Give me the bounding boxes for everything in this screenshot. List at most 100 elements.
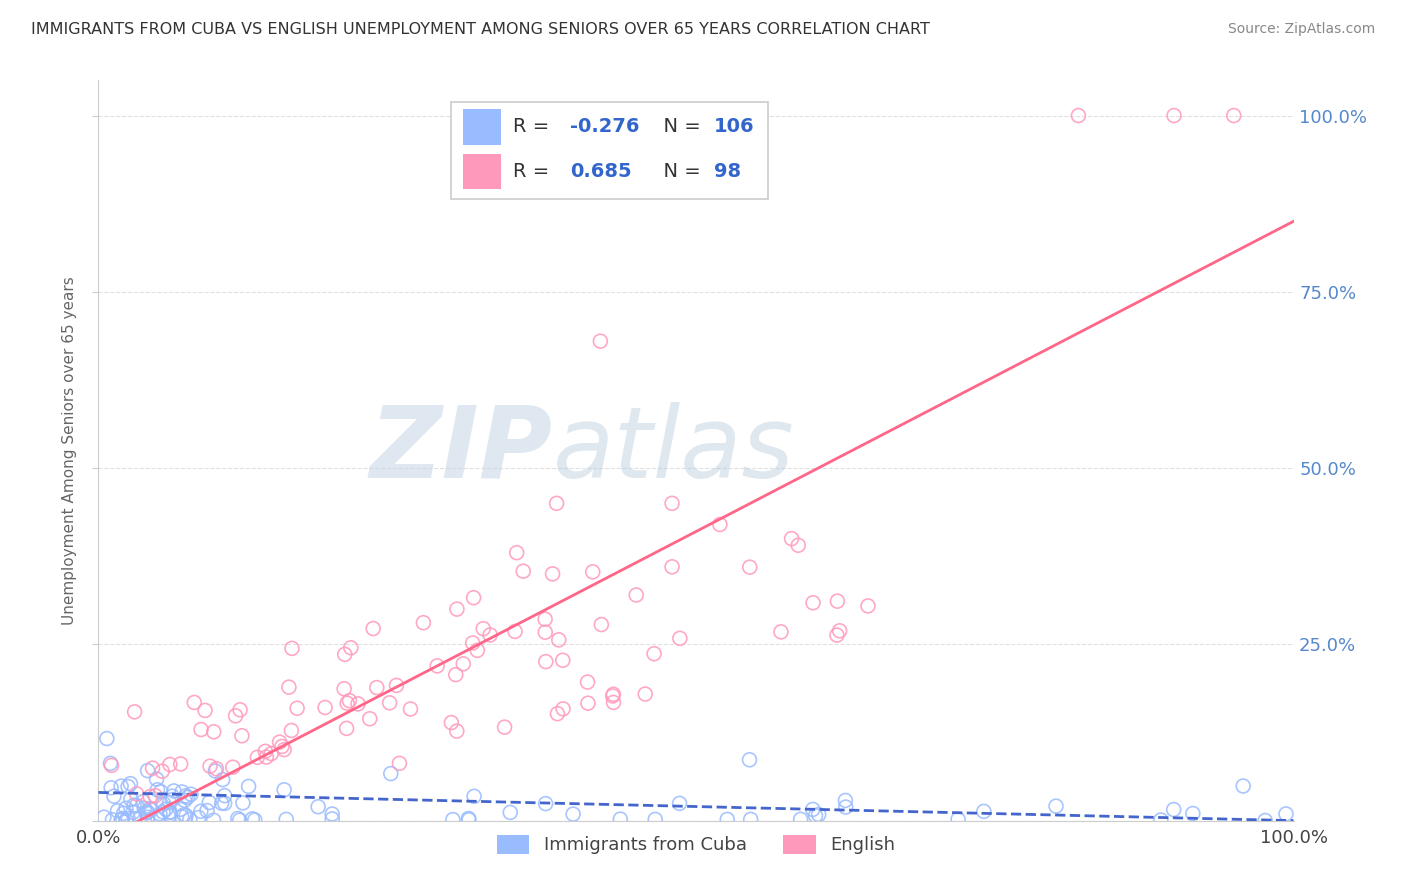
Point [740,813,762,827]
Point [582,565,605,579]
Point [801,596,824,610]
Point [204,764,226,778]
Point [155,802,177,816]
Point [145,772,167,786]
Point [254,750,277,764]
Point [503,624,526,639]
Point [149,806,172,821]
Point [446,602,468,616]
Point [546,496,568,510]
Point [187,810,209,824]
Text: 0.685: 0.685 [571,161,633,181]
Point [150,764,173,779]
Point [214,797,236,811]
Point [179,813,201,827]
Point [551,702,574,716]
Point [321,807,343,822]
Point [143,789,166,803]
Point [340,640,363,655]
Point [174,789,197,803]
Point [1223,109,1246,123]
Point [789,813,811,827]
Point [134,801,156,815]
Legend: Immigrants from Cuba, English: Immigrants from Cuba, English [488,826,904,863]
Point [1181,806,1204,821]
Point [238,780,260,794]
Point [446,724,468,739]
Point [120,777,142,791]
Point [146,812,169,826]
Point [101,813,124,827]
Point [174,808,197,822]
Point [321,812,343,826]
Point [111,813,134,827]
Point [440,715,463,730]
Point [107,804,129,818]
Point [198,796,221,810]
Point [458,813,481,827]
Point [807,807,830,822]
Point [159,757,181,772]
Point [170,785,193,799]
Point [1150,813,1173,827]
Point [827,594,849,608]
Point [426,659,449,673]
Point [273,782,295,797]
Point [378,696,401,710]
Point [173,793,195,807]
Point [457,812,479,826]
Point [609,812,631,826]
Point [122,798,145,813]
Point [738,560,761,574]
Point [499,805,522,820]
Point [271,739,294,754]
Point [451,657,474,671]
Point [494,720,516,734]
Point [177,790,200,805]
Point [1045,799,1067,814]
Point [973,805,995,819]
Point [117,812,139,826]
Point [231,729,253,743]
Text: atlas: atlas [553,402,794,499]
Point [120,792,142,806]
FancyBboxPatch shape [463,109,501,145]
Point [388,756,411,771]
Point [246,750,269,764]
Point [339,694,361,708]
Point [226,812,249,826]
Point [1232,779,1254,793]
Point [589,334,612,348]
Point [117,780,139,794]
Point [115,814,138,828]
Point [139,789,162,804]
Point [93,810,115,824]
Point [135,805,157,820]
Point [333,648,356,662]
Point [103,789,125,804]
Point [534,655,557,669]
Text: 98: 98 [714,161,741,181]
Point [96,731,118,746]
Point [100,756,122,771]
Point [444,667,467,681]
Point [183,695,205,709]
Point [254,744,277,758]
Point [576,696,599,710]
Point [380,766,402,780]
Point [626,588,648,602]
Point [194,703,217,717]
Point [125,798,148,813]
Point [225,708,247,723]
Point [128,812,150,826]
Point [195,804,218,818]
Point [634,687,657,701]
Point [1067,109,1090,123]
Point [211,772,233,787]
Point [661,559,683,574]
FancyBboxPatch shape [451,103,768,199]
Point [229,703,252,717]
Point [644,813,666,827]
Point [576,675,599,690]
Point [709,517,731,532]
